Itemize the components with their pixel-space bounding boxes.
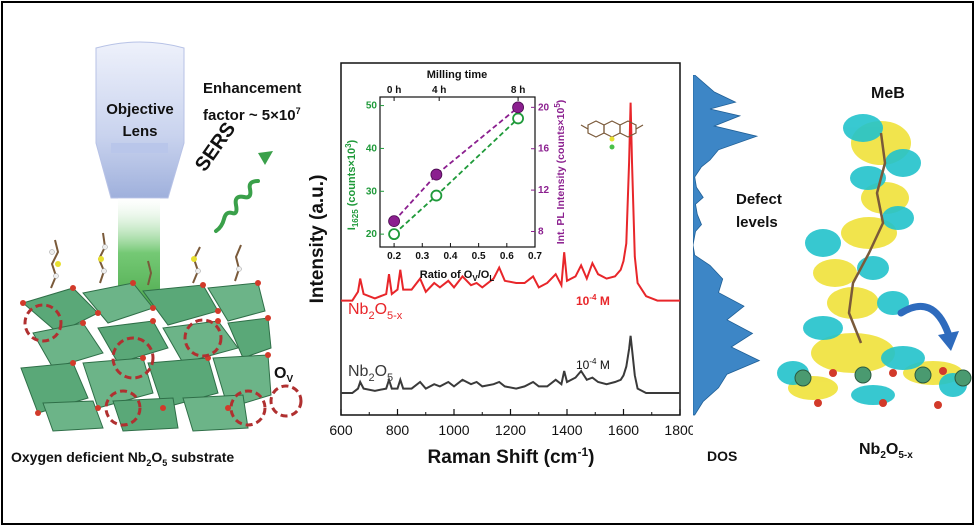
inset-top-tick-label: 8 h xyxy=(511,85,525,96)
inset-xtick-label: 0.6 xyxy=(500,251,514,262)
inset-left-ylabel: I1625 (counts×103) xyxy=(344,139,360,230)
ov-label: OV xyxy=(274,365,294,386)
meb-label: MeB xyxy=(871,85,905,102)
oxygen-vacancy-icons xyxy=(23,303,267,427)
inset-point-I1625 xyxy=(512,112,524,125)
raman-xtick-label: 1200 xyxy=(495,422,526,438)
dos-xlabel: DOS xyxy=(707,448,738,464)
dos-chart xyxy=(693,75,761,416)
raman-xlabel: Raman Shift (cm-1) xyxy=(428,445,595,468)
meb-molecule-icon xyxy=(580,120,644,138)
vacancy-legend-icon xyxy=(269,384,303,418)
inset-left-tick-label: 20 xyxy=(366,229,378,240)
sers-wave-arrow-icon xyxy=(214,179,260,233)
inset-xtick-label: 0.4 xyxy=(444,251,458,262)
inset-right-tick-label: 8 xyxy=(538,226,544,237)
substrate-caption: Oxygen deficient Nb2O5 substrate xyxy=(11,449,235,468)
left-panel: Objective Lens Enhancement factor ~ 5×10… xyxy=(3,3,333,523)
charge-density-illustration xyxy=(777,114,972,409)
raman-series-Nb2O5 xyxy=(341,335,680,394)
substrate-atoms xyxy=(794,366,972,409)
inset-top-tick-label: 0 h xyxy=(387,85,401,96)
inset-left-tick-label: 40 xyxy=(366,143,378,154)
inset-point-I1625 xyxy=(388,228,400,241)
inset-point-PL xyxy=(512,101,524,114)
series-label-nb2o5x: Nb2O5-x xyxy=(348,301,403,322)
nb2o5-lattice xyxy=(20,282,272,432)
inset-top-tick-label: 4 h xyxy=(432,85,446,96)
inset-fit-line-PL xyxy=(393,106,519,222)
inset-top-xlabel: Milling time xyxy=(427,69,488,81)
inset-xlabel: Ratio of OV/OL xyxy=(420,269,495,283)
setup-illustration xyxy=(20,41,303,432)
sers-arrowhead-icon xyxy=(258,151,273,165)
inset-right-tick-label: 12 xyxy=(538,185,550,196)
raman-xtick-label: 600 xyxy=(329,422,353,438)
inset-point-PL xyxy=(388,215,400,228)
inset-left-tick-label: 50 xyxy=(366,101,378,112)
meb-molecule-skeleton xyxy=(847,132,887,344)
density-yellow-lobes xyxy=(788,121,963,400)
charge-transfer-arrow-icon xyxy=(897,302,952,337)
inset-xtick-label: 0.2 xyxy=(387,251,401,262)
inset-xtick-label: 0.5 xyxy=(472,251,486,262)
raman-ylabel: Intensity (a.u.) xyxy=(307,175,328,304)
oxygen-atoms xyxy=(20,280,271,416)
raman-xtick-label: 1400 xyxy=(551,422,582,438)
inset-chart: 0.2 0.3 0.4 0.5 0.6 0.7 0 h 4 h 8 h 20 30 40 50 8 12 16… xyxy=(344,69,567,283)
concentration-label-red: 10-4 M xyxy=(576,293,610,308)
raman-xtick-label: 800 xyxy=(386,422,410,438)
charge-transfer-arrowhead-icon xyxy=(938,331,959,351)
inset-left-tick-label: 30 xyxy=(366,186,378,197)
inset-right-tick-label: 16 xyxy=(538,144,550,155)
series-label-nb2o5: Nb2O5 xyxy=(348,363,393,384)
inset-right-ylabel: Int. PL Intensity (counts×105) xyxy=(553,100,567,245)
enhancement-factor-label: Enhancement factor ~ 5×107 xyxy=(203,80,302,124)
inset-xtick-label: 0.7 xyxy=(528,251,542,262)
meb-sulfur-icon xyxy=(609,136,615,142)
molecule-atoms xyxy=(49,244,242,279)
raman-xtick-label: 1000 xyxy=(438,422,469,438)
dos-area xyxy=(693,75,761,416)
raman-xtick-label: 1800 xyxy=(664,422,693,438)
density-cyan-lobes xyxy=(777,114,967,405)
inset-xtick-label: 0.3 xyxy=(415,251,429,262)
defect-levels-label: Defect levels xyxy=(736,191,782,231)
inset-point-PL xyxy=(430,168,443,181)
inset-point-I1625 xyxy=(430,189,443,202)
objective-lens-label: Objective Lens xyxy=(106,101,174,140)
inset-right-tick-label: 20 xyxy=(538,102,550,113)
concentration-label-black: 10-4 M xyxy=(576,357,610,372)
meb-cl-icon xyxy=(609,144,615,150)
inset-plot-frame xyxy=(379,96,536,248)
sulfur-atoms xyxy=(55,256,197,267)
raman-xtick-label: 1600 xyxy=(608,422,639,438)
raman-series-Nb2O5-x xyxy=(341,102,680,302)
substrate-label-right: Nb2O5-x xyxy=(859,441,913,462)
